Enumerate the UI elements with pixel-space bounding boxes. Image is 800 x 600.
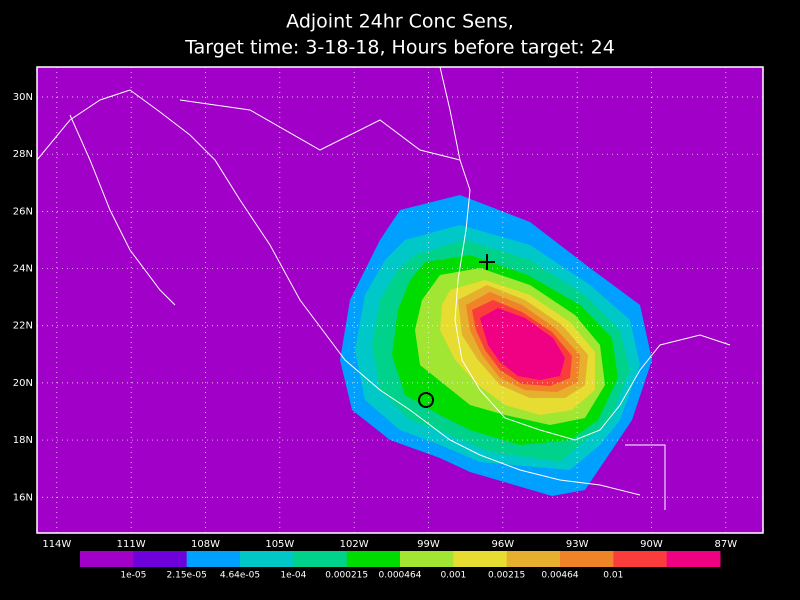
lat-tick-label: 22N	[13, 321, 33, 332]
coastline	[625, 444, 666, 510]
colorbar-swatch	[133, 551, 188, 567]
lon-tick-label: 99W	[417, 539, 440, 550]
coastline	[439, 66, 731, 441]
colorbar-swatch	[240, 551, 294, 567]
lat-tick-label: 26N	[13, 206, 33, 217]
lat-tick-label: 28N	[13, 149, 33, 160]
colorbar-label: 0.00464	[541, 571, 578, 581]
colorbar-swatch	[613, 551, 668, 567]
lon-tick-label: 102W	[340, 539, 369, 550]
grid	[37, 67, 763, 533]
lat-tick-label: 24N	[13, 264, 33, 275]
colorbar-swatch	[666, 551, 721, 567]
colorbar-label: 0.000215	[325, 571, 368, 581]
lat-tick-label: 30N	[13, 92, 33, 103]
lon-tick-label: 96W	[492, 539, 515, 550]
coastline	[69, 114, 176, 306]
colorbar-label: 1e-05	[120, 571, 146, 581]
colorbar-label: 4.64e-05	[220, 571, 260, 581]
lon-tick-label: 111W	[117, 539, 146, 550]
colorbar-label: 0.01	[603, 571, 623, 581]
colorbar-swatch	[453, 551, 508, 567]
lat-tick-label: 18N	[13, 435, 33, 446]
lat-tick-label: 20N	[13, 378, 33, 389]
colorbar-swatch	[186, 551, 241, 567]
colorbar-label: 0.000464	[379, 571, 422, 581]
source-marker	[418, 392, 434, 408]
colorbar-label: 1e-04	[280, 571, 306, 581]
colorbar-swatch	[506, 551, 561, 567]
lon-tick-label: 105W	[265, 539, 294, 550]
lat-tick-label: 16N	[13, 492, 33, 503]
colorbar: 1e-05 2.15e-05 4.64e-05 1e-04 0.000215 0.0004…	[80, 551, 721, 581]
map-frame	[36, 66, 764, 534]
target-marker	[479, 254, 495, 270]
lon-tick-label: 87W	[715, 539, 738, 550]
title-line: Adjoint 24hr Conc Sens,	[286, 11, 514, 33]
lon-tick-label: 93W	[566, 539, 589, 550]
lon-tick-label: 114W	[42, 539, 71, 550]
colorbar-swatch	[346, 551, 401, 567]
contour	[480, 308, 565, 380]
lon-tick-label: 108W	[191, 539, 220, 550]
ticks: 114W 111W 108W 105W 102W 99W 96W 93W 90W 87W 16N 18…	[13, 92, 737, 550]
coastlines	[36, 66, 731, 510]
coastline	[36, 89, 641, 496]
title-line: Target time: 3-18-18, Hours before targe…	[184, 37, 615, 59]
coastline	[179, 99, 461, 161]
colorbar-swatch	[80, 551, 134, 567]
colorbar-swatch	[560, 551, 614, 567]
colorbar-label: 2.15e-05	[167, 571, 207, 581]
lon-tick-label: 90W	[640, 539, 663, 550]
colorbar-label: 0.001	[440, 571, 466, 581]
colorbar-swatch	[293, 551, 348, 567]
colorbar-label: 0.00215	[488, 571, 525, 581]
colorbar-swatch	[400, 551, 454, 567]
contours	[340, 195, 652, 496]
